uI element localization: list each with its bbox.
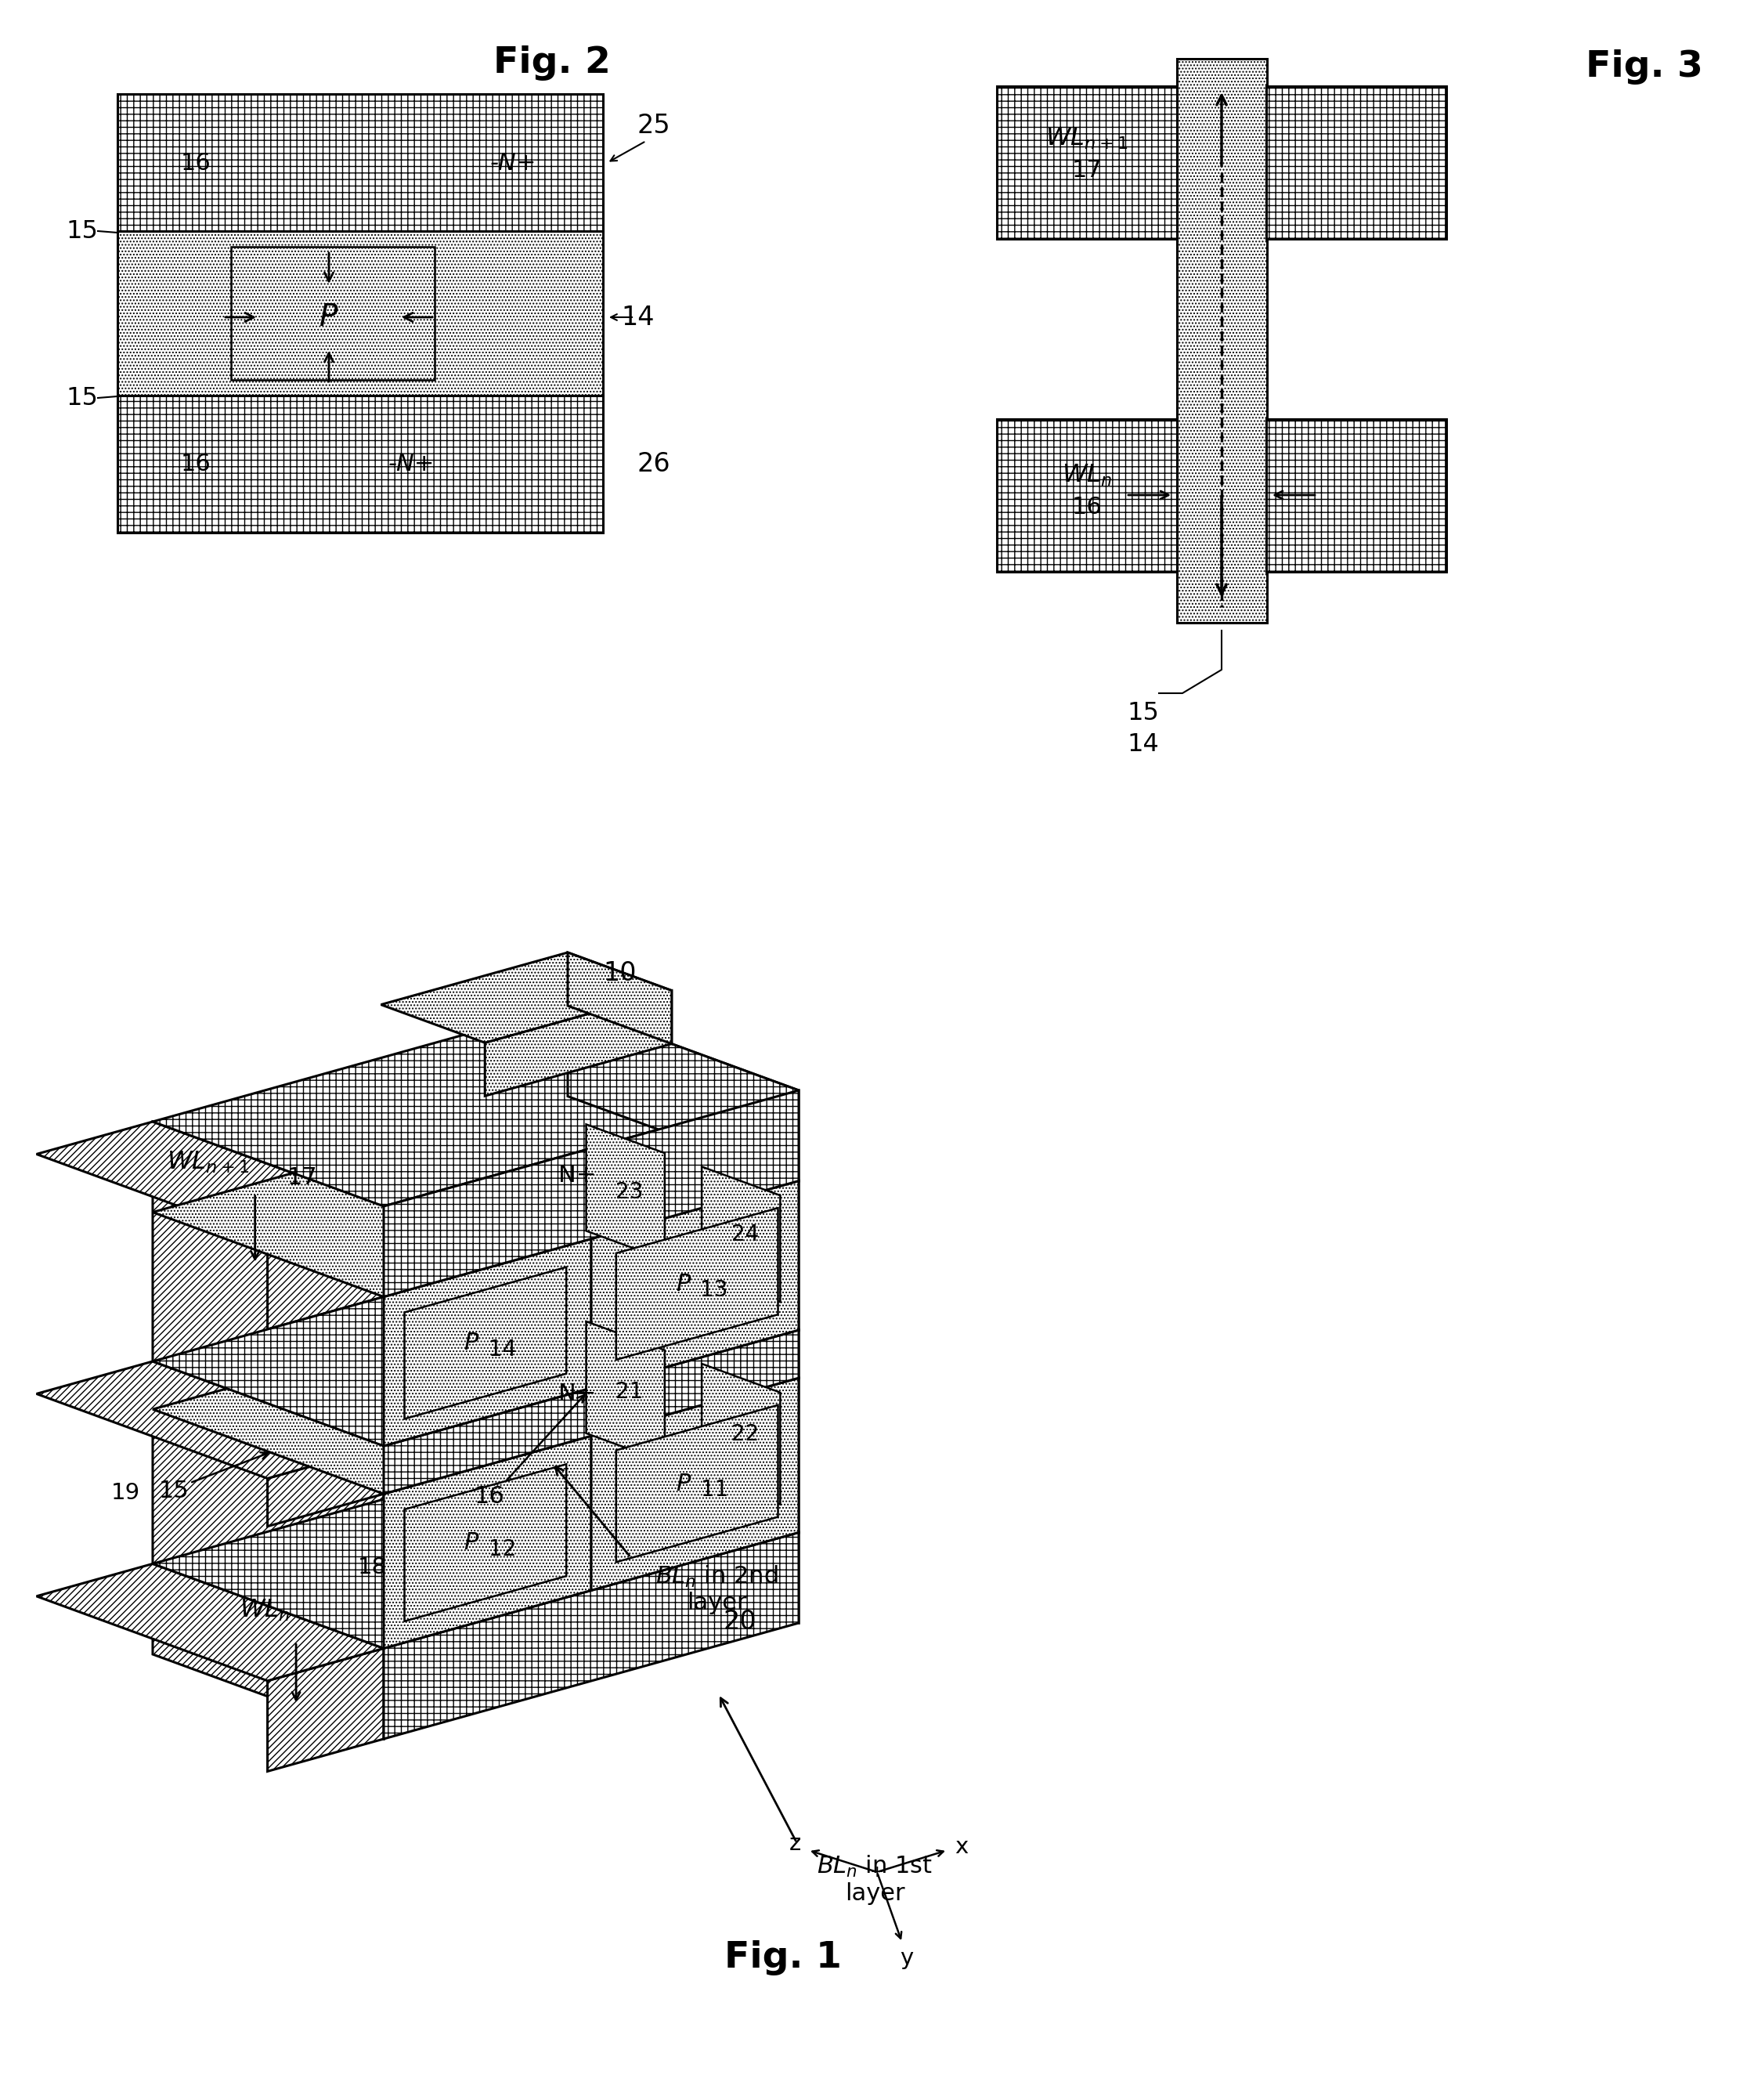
Text: x: x: [955, 1835, 969, 1858]
Polygon shape: [267, 1648, 383, 1772]
Text: -N+: -N+: [490, 151, 536, 174]
Bar: [1266, 86, 1447, 239]
Bar: [230, 246, 434, 380]
Text: 18: 18: [357, 1556, 387, 1579]
Polygon shape: [153, 1006, 798, 1205]
Polygon shape: [37, 1121, 383, 1239]
Text: 17: 17: [1072, 160, 1102, 181]
Polygon shape: [153, 1294, 798, 1493]
Polygon shape: [381, 953, 672, 1044]
Text: 14: 14: [489, 1338, 517, 1361]
Text: 15: 15: [67, 218, 98, 244]
Text: 10: 10: [603, 960, 636, 987]
Polygon shape: [153, 1245, 798, 1447]
Bar: [118, 94, 603, 231]
Text: 11: 11: [700, 1478, 728, 1502]
Polygon shape: [568, 953, 672, 1044]
Text: Fig. 1: Fig. 1: [724, 1940, 842, 1976]
Text: P: P: [320, 302, 338, 332]
Text: 16: 16: [1072, 496, 1102, 519]
Text: 25: 25: [636, 113, 670, 139]
Polygon shape: [383, 1239, 591, 1447]
Text: -N+: -N+: [389, 452, 434, 475]
Polygon shape: [383, 1329, 798, 1493]
Text: layer: layer: [687, 1592, 747, 1615]
Polygon shape: [568, 1096, 798, 1329]
Polygon shape: [383, 1090, 798, 1298]
Text: N+: N+: [559, 1163, 596, 1186]
Text: $WL_{n+1}$: $WL_{n+1}$: [1046, 126, 1129, 151]
Text: Fig. 3: Fig. 3: [1586, 48, 1704, 84]
Polygon shape: [701, 1168, 781, 1302]
Polygon shape: [568, 1006, 798, 1180]
Text: 24: 24: [731, 1224, 759, 1245]
Polygon shape: [37, 1361, 383, 1478]
Polygon shape: [404, 1464, 566, 1621]
Polygon shape: [568, 1245, 798, 1378]
Text: layer: layer: [846, 1882, 905, 1905]
Text: 23: 23: [615, 1180, 643, 1203]
Polygon shape: [37, 1564, 383, 1680]
Text: 16: 16: [181, 151, 211, 174]
Polygon shape: [267, 1447, 383, 1527]
Text: 13: 13: [700, 1279, 728, 1302]
Text: y: y: [900, 1947, 914, 1970]
Text: $BL_n$ in 1st: $BL_n$ in 1st: [817, 1854, 933, 1880]
Polygon shape: [568, 1447, 798, 1623]
Bar: [997, 86, 1176, 239]
Text: Fig. 2: Fig. 2: [494, 44, 610, 80]
Polygon shape: [485, 991, 672, 1096]
Text: $WL_n$: $WL_n$: [239, 1598, 290, 1623]
Polygon shape: [615, 1208, 779, 1359]
Bar: [1176, 59, 1268, 624]
Text: 17: 17: [287, 1166, 316, 1189]
Text: N+: N+: [559, 1382, 596, 1405]
Text: 22: 22: [731, 1424, 759, 1445]
Polygon shape: [383, 1436, 591, 1648]
Polygon shape: [585, 1321, 665, 1462]
Text: P: P: [464, 1531, 478, 1554]
Text: 26: 26: [636, 452, 670, 477]
Text: 14: 14: [1127, 733, 1159, 756]
Polygon shape: [568, 1294, 798, 1533]
Polygon shape: [701, 1363, 781, 1504]
Text: P: P: [675, 1273, 691, 1296]
Text: 15: 15: [1127, 701, 1159, 724]
Text: $BL_n$ in 2nd: $BL_n$ in 2nd: [656, 1564, 779, 1590]
Text: 15: 15: [67, 386, 98, 410]
Text: z: z: [789, 1833, 802, 1854]
Text: +: +: [870, 1865, 884, 1880]
Bar: [997, 420, 1176, 571]
Text: 20: 20: [723, 1609, 756, 1634]
Polygon shape: [267, 1205, 383, 1329]
Text: 16: 16: [475, 1485, 505, 1508]
Bar: [118, 231, 603, 395]
Polygon shape: [153, 1121, 383, 1739]
Text: 12: 12: [489, 1537, 517, 1560]
Text: P: P: [675, 1472, 691, 1495]
Polygon shape: [404, 1266, 566, 1420]
Polygon shape: [615, 1405, 779, 1562]
Bar: [1266, 420, 1447, 571]
Text: 14: 14: [622, 304, 654, 330]
Text: 21: 21: [615, 1382, 643, 1403]
Text: 19: 19: [111, 1483, 141, 1504]
Text: $WL_{n+1}$: $WL_{n+1}$: [167, 1149, 250, 1174]
Text: 16: 16: [181, 452, 211, 475]
Bar: [118, 395, 603, 533]
Text: P: P: [464, 1331, 478, 1355]
Text: 15: 15: [158, 1478, 190, 1502]
Polygon shape: [383, 1533, 798, 1739]
Text: $WL_n$: $WL_n$: [1062, 462, 1113, 487]
Polygon shape: [153, 1447, 798, 1648]
Polygon shape: [591, 1180, 798, 1388]
Polygon shape: [153, 1096, 798, 1298]
Polygon shape: [585, 1124, 665, 1260]
Polygon shape: [591, 1378, 798, 1590]
